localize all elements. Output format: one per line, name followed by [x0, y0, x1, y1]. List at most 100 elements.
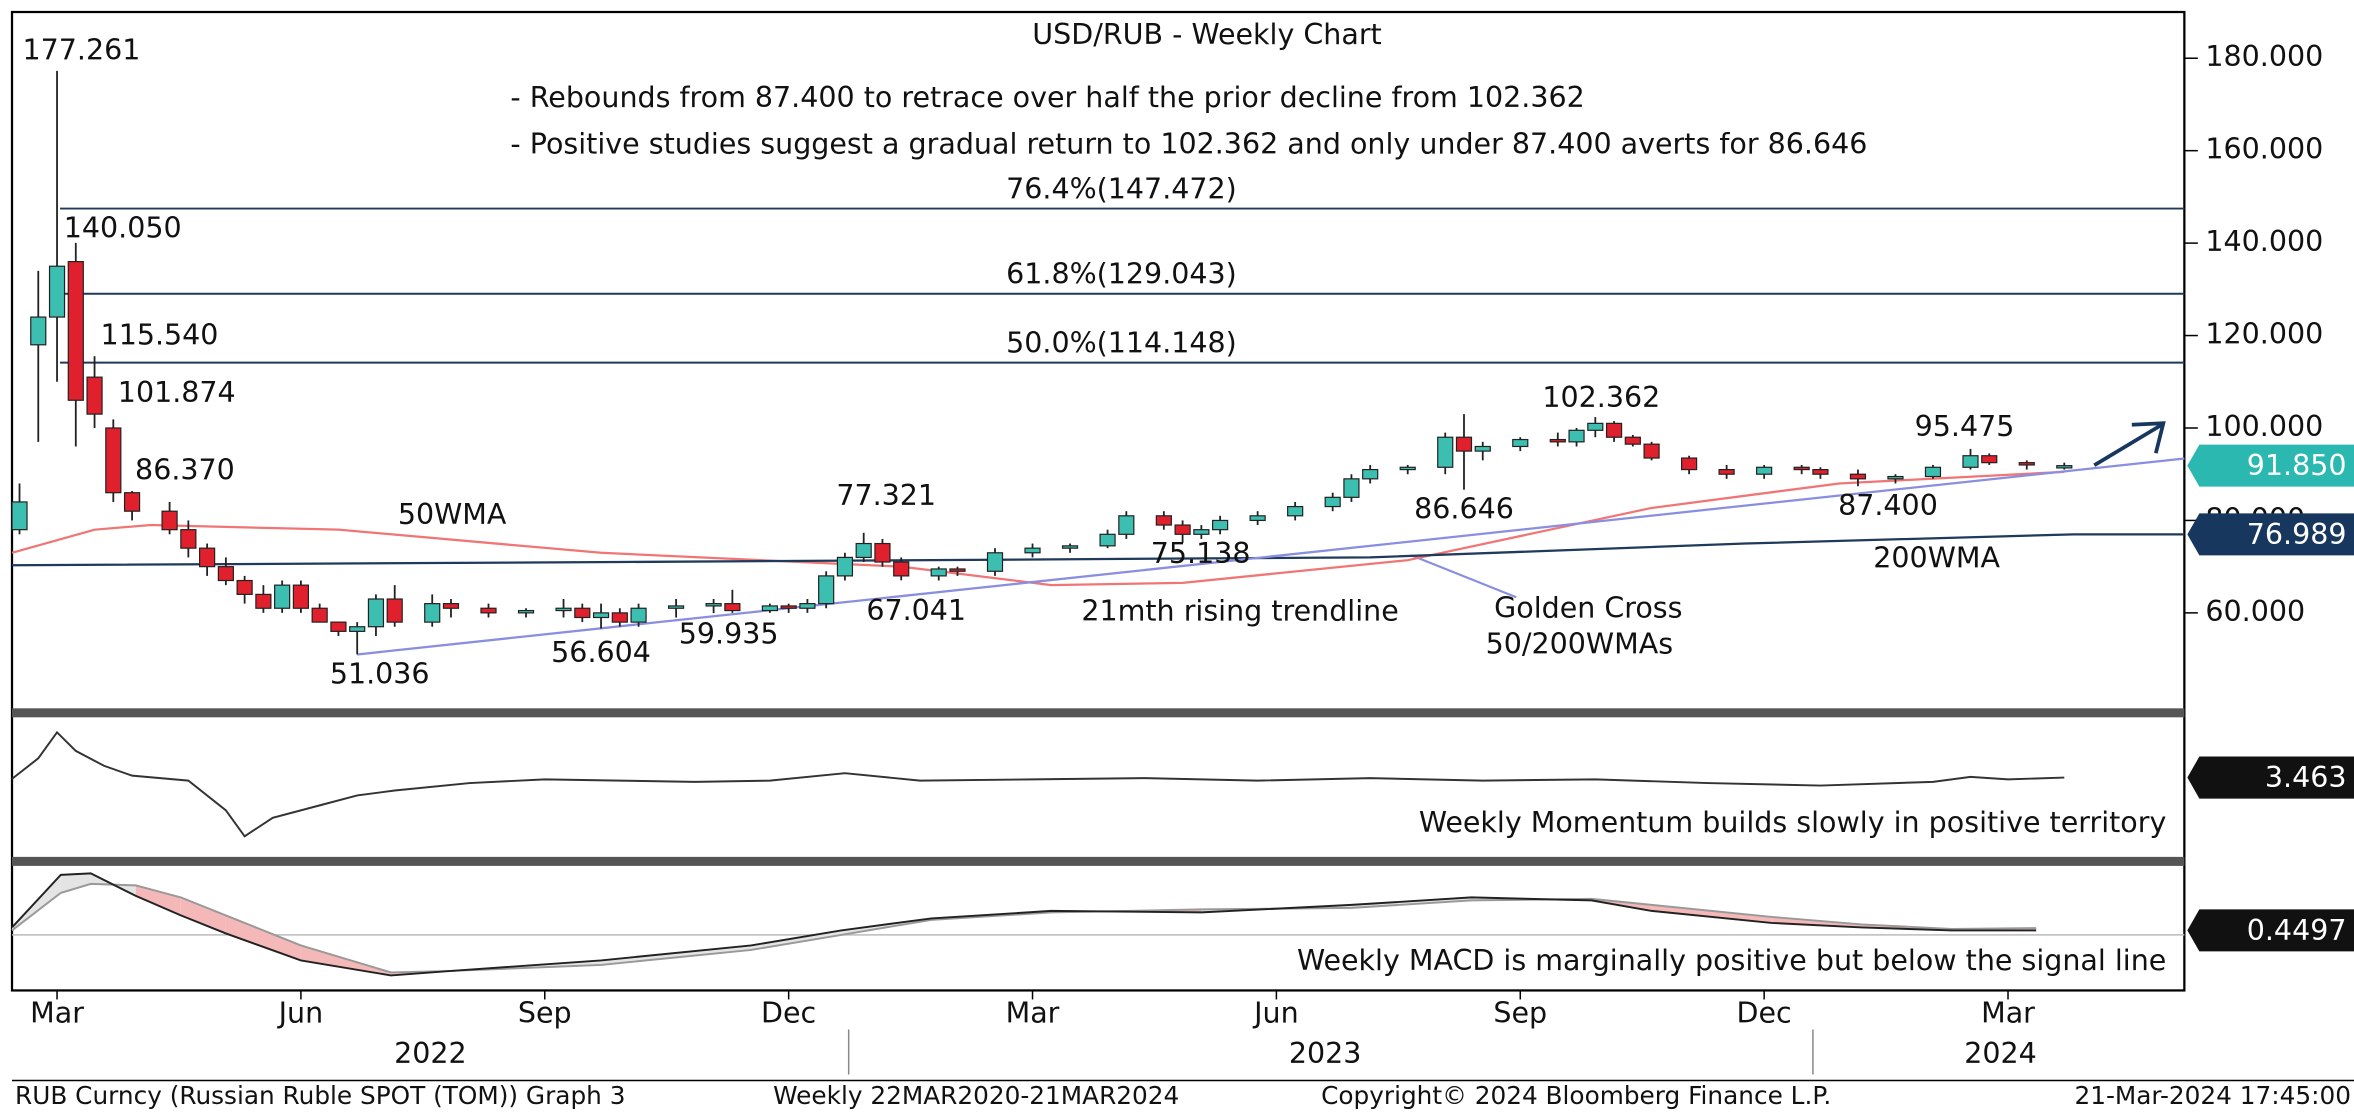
- x-tick-label: Jun: [1252, 996, 1299, 1029]
- candle-body: [236, 579, 253, 595]
- candle-body: [667, 605, 685, 609]
- momentum-line: [11, 730, 2065, 838]
- year-label: 2023: [1289, 1037, 1362, 1070]
- signal-line: [11, 882, 2037, 974]
- macd-fill: [1651, 904, 1772, 923]
- candle-body: [1624, 436, 1641, 445]
- footer-text: 21-Mar-2024 17:45:00: [2074, 1081, 2351, 1110]
- price-label: 56.604: [551, 636, 651, 669]
- candle-body: [818, 575, 835, 605]
- candle-body: [67, 260, 84, 401]
- candle-body: [724, 603, 741, 612]
- candle-body: [705, 603, 722, 607]
- panel-divider: [12, 856, 2185, 866]
- candle-body: [592, 612, 610, 619]
- candle-body: [949, 568, 966, 572]
- candle-body: [1455, 436, 1473, 452]
- footer-text: RUB Curncy (Russian Ruble SPOT (TOM)) Gr…: [15, 1081, 625, 1110]
- price-label: 95.475: [1915, 410, 2015, 443]
- candle-body: [1568, 429, 1585, 443]
- candle-body: [386, 598, 403, 623]
- candle-body: [1605, 422, 1623, 438]
- macd-tag-label: 0.4497: [2247, 914, 2347, 947]
- pointer-line: [1410, 554, 1517, 599]
- candle-body: [1812, 468, 1829, 475]
- price-label: 102.362: [1542, 381, 1660, 414]
- x-tick-label: Sep: [518, 996, 572, 1029]
- line-label: 200WMA: [1873, 542, 2000, 575]
- candle-body: [1512, 438, 1529, 448]
- x-tick-label: Mar: [1006, 996, 1060, 1029]
- candle-body: [199, 547, 216, 568]
- annotation: 50/200WMAs: [1486, 627, 1673, 660]
- year-label: 2024: [1964, 1037, 2037, 1070]
- candle-body: [123, 492, 141, 512]
- macd-tag: [2187, 909, 2354, 952]
- candle-body: [105, 427, 122, 494]
- candle-body: [799, 603, 816, 609]
- y-tick-label: 140.000: [2205, 225, 2323, 258]
- candle-body: [367, 598, 385, 628]
- candle-body: [442, 603, 460, 609]
- candle-body: [761, 605, 778, 612]
- last-price-tag: [2187, 513, 2354, 556]
- price-label: 101.874: [118, 376, 236, 409]
- note: - Rebounds from 87.400 to retrace over h…: [510, 81, 1584, 114]
- candle-body: [986, 552, 1004, 572]
- candle-body: [1212, 519, 1229, 531]
- candle-body: [1924, 466, 1942, 478]
- candle-body: [1718, 468, 1735, 475]
- candle-body: [311, 607, 328, 623]
- candle-body: [30, 316, 47, 346]
- line-label: 50WMA: [398, 498, 507, 531]
- candle-body: [161, 510, 178, 531]
- y-tick-label: 120.000: [2205, 318, 2323, 351]
- line-series: [11, 470, 2065, 587]
- candle-body: [555, 607, 572, 612]
- last-price-tag-label: 76.989: [2247, 518, 2347, 551]
- arrow-shaft: [2093, 423, 2163, 467]
- line-series: [357, 457, 2185, 656]
- candle-body: [574, 607, 591, 619]
- candle-body: [893, 561, 910, 577]
- candle-body: [1118, 515, 1135, 535]
- candle-body: [1024, 547, 1041, 554]
- arrow-head: [2131, 421, 2166, 454]
- candle-body: [1362, 468, 1379, 480]
- footer-text: Weekly 22MAR2020-21MAR2024: [773, 1081, 1179, 1110]
- candle-body: [630, 607, 647, 623]
- price-label: 51.036: [330, 657, 430, 690]
- macd-fill: [225, 915, 301, 961]
- fib-label: 61.8%(129.043): [1006, 258, 1237, 291]
- candle-body: [86, 376, 103, 415]
- y-tick-label: 100.000: [2205, 410, 2323, 443]
- note: - Positive studies suggest a gradual ret…: [510, 128, 1867, 161]
- candle-body: [255, 593, 272, 609]
- candle-body: [1793, 466, 1810, 471]
- y-tick-label: 180.000: [2205, 40, 2323, 73]
- macd-fill: [601, 945, 752, 965]
- candle-body: [1249, 515, 1266, 522]
- candle-body: [1061, 545, 1079, 549]
- plot-frame: [10, 10, 2186, 992]
- price-label: 77.321: [836, 479, 936, 512]
- price-label: 86.646: [1414, 493, 1514, 526]
- candle-body: [1981, 455, 1998, 464]
- macd-line: [11, 872, 2037, 977]
- candle-body: [424, 603, 441, 623]
- candle-body: [1962, 455, 1979, 468]
- price-label: 87.400: [1838, 489, 1938, 522]
- candle-body: [292, 584, 310, 609]
- candle-body: [1399, 466, 1416, 471]
- candle-body: [1549, 438, 1566, 443]
- price-label: 177.261: [23, 33, 141, 66]
- line-label: 21mth rising trendline: [1081, 594, 1398, 627]
- price-label: 140.050: [64, 211, 182, 244]
- macd-fill: [180, 897, 226, 934]
- candle-body: [274, 584, 291, 609]
- candle-body: [780, 605, 797, 609]
- panel-divider: [12, 708, 2185, 718]
- candle-body: [1287, 505, 1304, 517]
- candle-body: [1849, 473, 1867, 480]
